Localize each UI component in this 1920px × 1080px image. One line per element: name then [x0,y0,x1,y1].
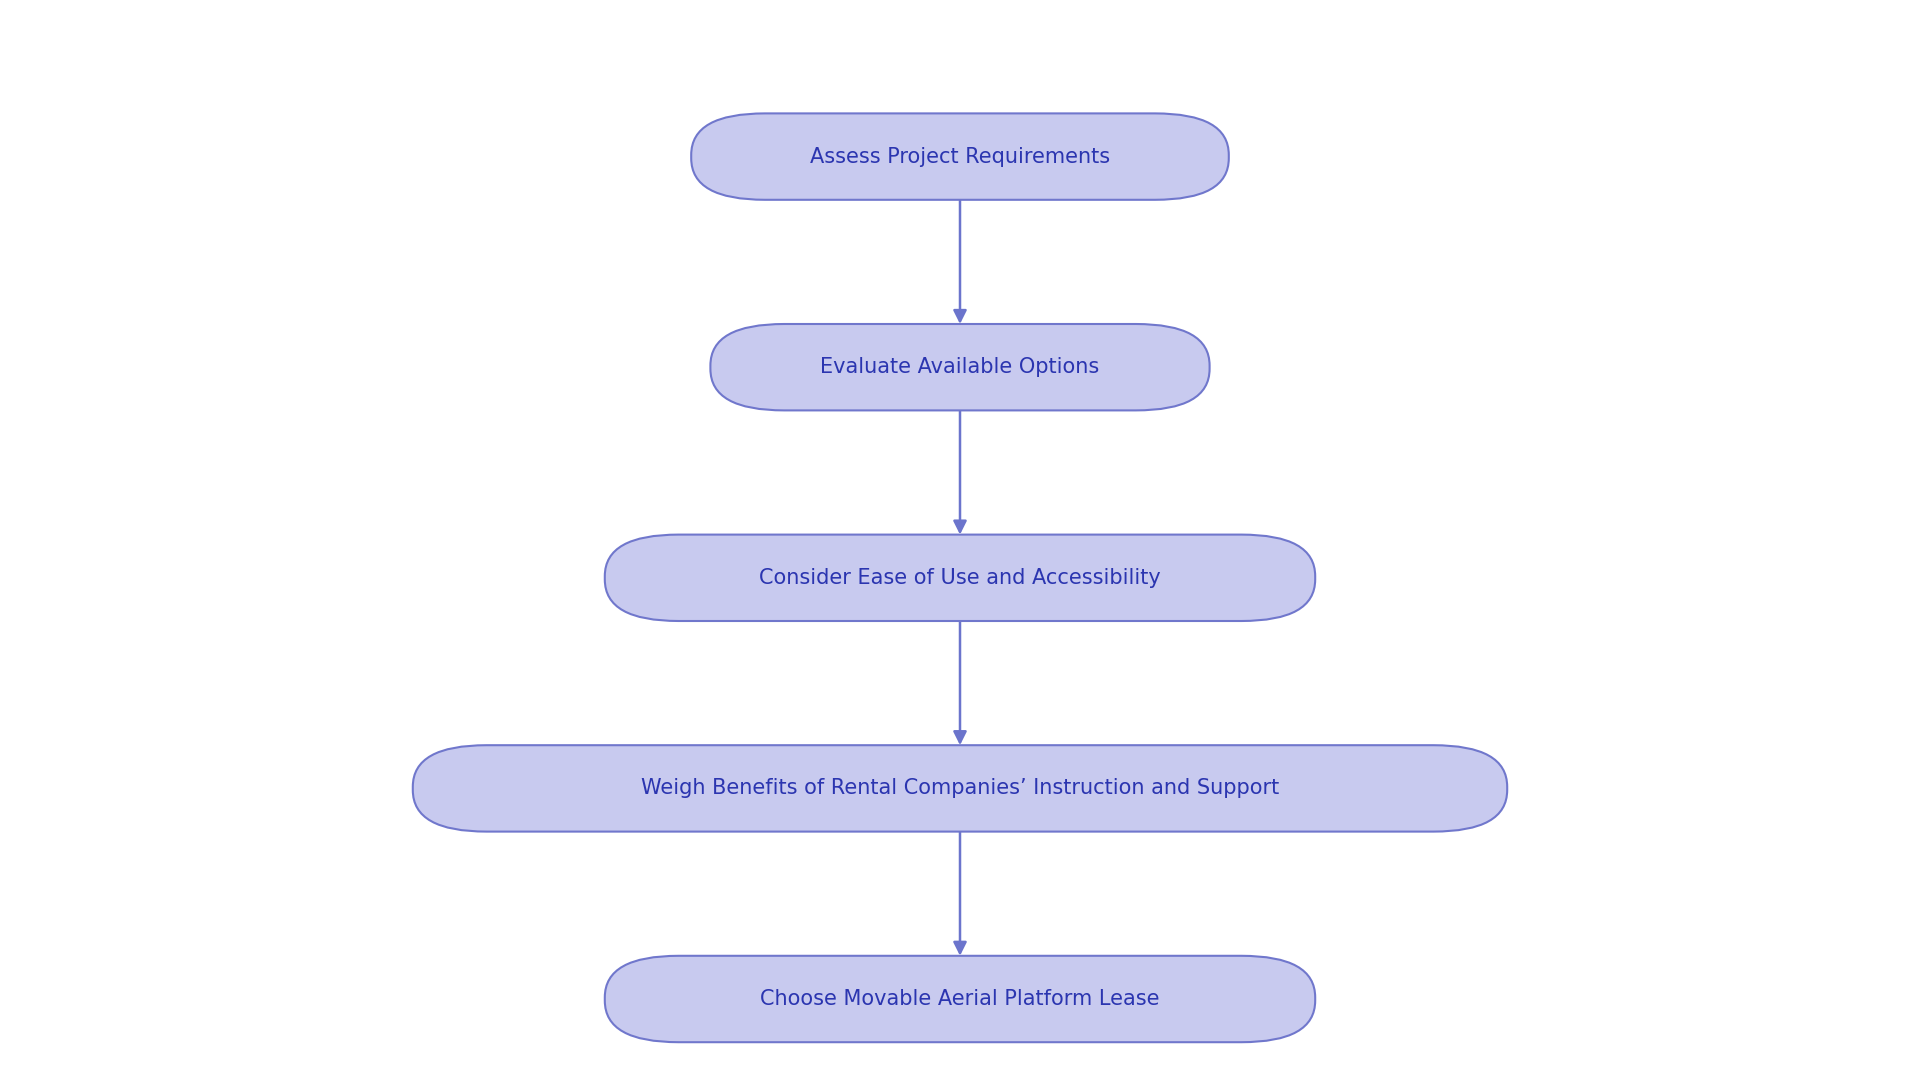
FancyBboxPatch shape [605,956,1315,1042]
Text: Evaluate Available Options: Evaluate Available Options [820,357,1100,377]
Text: Choose Movable Aerial Platform Lease: Choose Movable Aerial Platform Lease [760,989,1160,1009]
FancyBboxPatch shape [413,745,1507,832]
Text: Weigh Benefits of Rental Companies’ Instruction and Support: Weigh Benefits of Rental Companies’ Inst… [641,779,1279,798]
Text: Consider Ease of Use and Accessibility: Consider Ease of Use and Accessibility [758,568,1162,588]
FancyBboxPatch shape [605,535,1315,621]
FancyBboxPatch shape [710,324,1210,410]
FancyBboxPatch shape [691,113,1229,200]
Text: Assess Project Requirements: Assess Project Requirements [810,147,1110,166]
